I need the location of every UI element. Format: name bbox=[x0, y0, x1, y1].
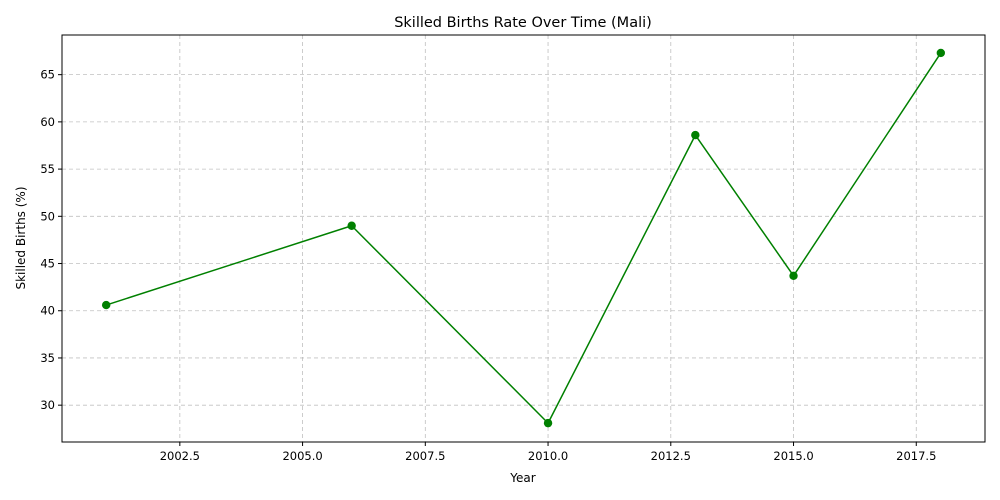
x-tick-label: 2010.0 bbox=[528, 449, 568, 463]
y-axis-label: Skilled Births (%) bbox=[14, 186, 28, 289]
y-tick-label: 40 bbox=[40, 304, 55, 318]
data-point bbox=[789, 271, 798, 281]
data-point bbox=[691, 130, 700, 140]
y-tick-label: 35 bbox=[40, 351, 55, 365]
y-axis-ticks: 30 35 40 45 50 55 60 65 bbox=[40, 68, 62, 412]
x-tick-label: 2005.0 bbox=[282, 449, 322, 463]
chart-title: Skilled Births Rate Over Time (Mali) bbox=[394, 15, 652, 31]
x-tick-label: 2015.0 bbox=[773, 449, 813, 463]
y-tick-label: 30 bbox=[40, 398, 55, 412]
x-tick-label: 2017.5 bbox=[896, 449, 936, 463]
data-point bbox=[543, 418, 553, 428]
data-point bbox=[101, 300, 111, 310]
x-axis-ticks: 2002.5 2005.0 2007.5 2010.0 2012.5 2015.0 2017… bbox=[160, 442, 936, 463]
y-tick-label: 55 bbox=[40, 162, 55, 176]
data-points bbox=[101, 48, 946, 428]
x-tick-label: 2002.5 bbox=[160, 449, 200, 463]
x-tick-label: 2012.5 bbox=[651, 449, 691, 463]
x-axis-label: Year bbox=[509, 471, 535, 485]
data-point bbox=[347, 221, 356, 230]
y-tick-label: 45 bbox=[40, 257, 55, 271]
grid-lines bbox=[62, 35, 985, 442]
y-tick-label: 50 bbox=[40, 209, 55, 223]
x-tick-label: 2007.5 bbox=[405, 449, 445, 463]
series-lines bbox=[105, 52, 942, 424]
plot-frame bbox=[61, 34, 986, 443]
data-point bbox=[936, 48, 946, 58]
y-tick-label: 60 bbox=[40, 115, 55, 129]
series-line bbox=[105, 52, 942, 424]
y-tick-label: 65 bbox=[40, 68, 55, 82]
